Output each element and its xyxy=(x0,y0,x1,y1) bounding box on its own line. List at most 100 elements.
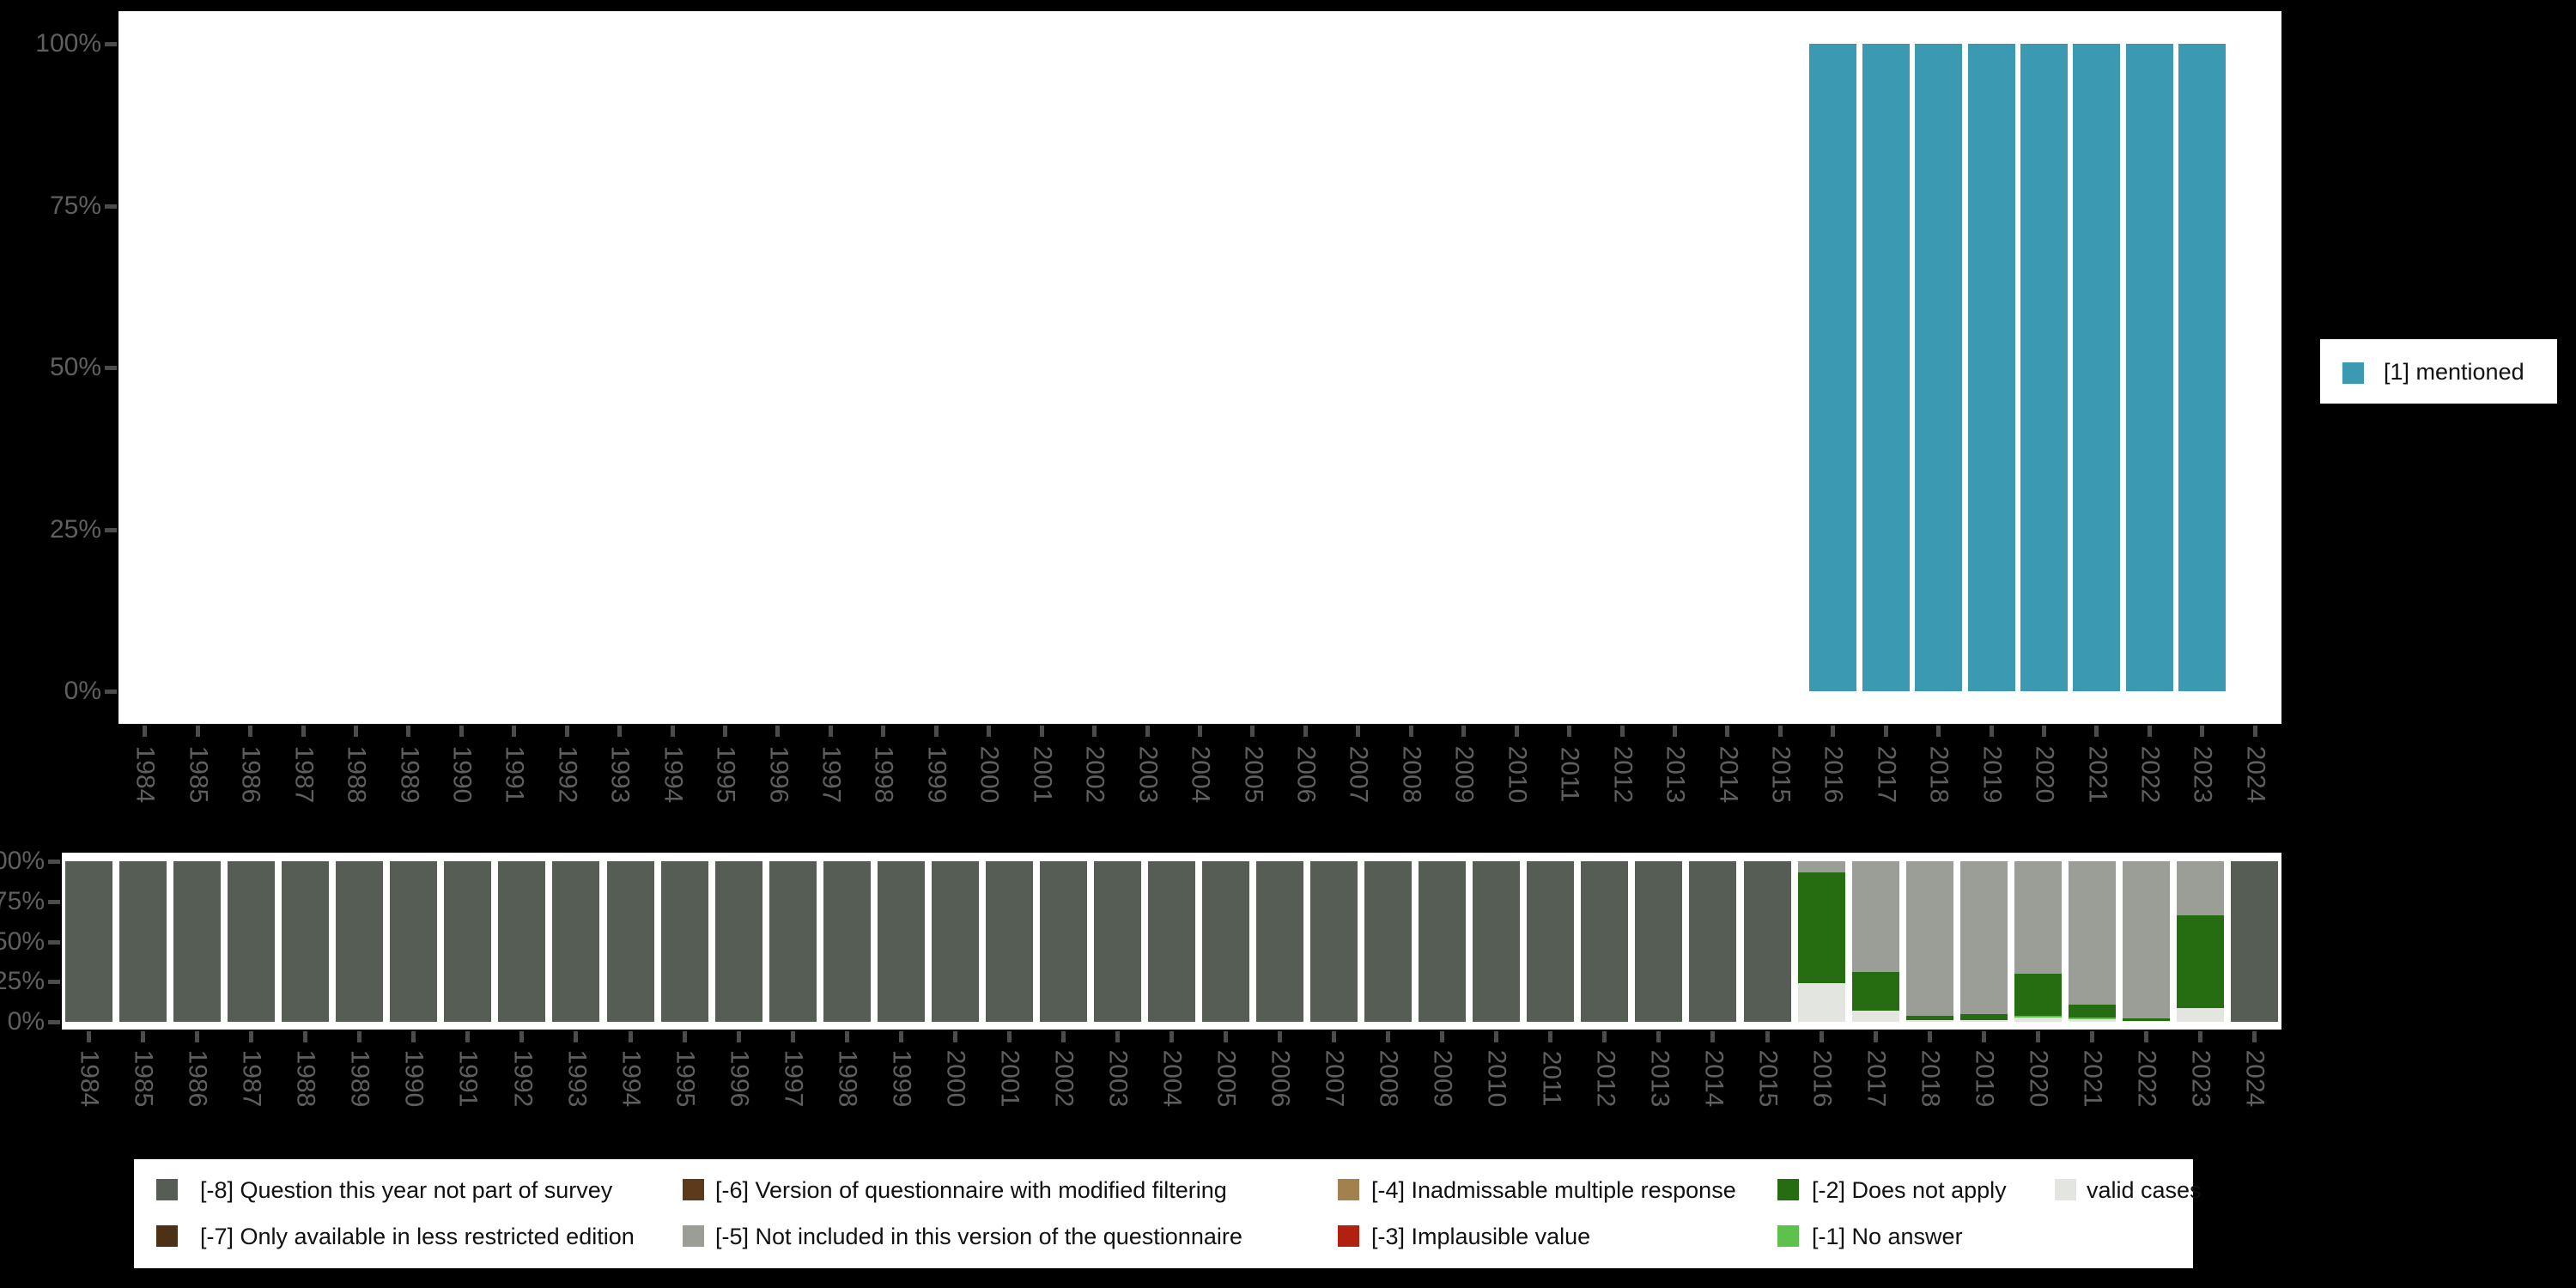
bottom-bar-segment xyxy=(769,861,817,1022)
top-x-tick xyxy=(2094,726,2099,737)
bottom-x-axis-label-text: 2011 xyxy=(1536,1050,1565,1107)
bottom-x-tick xyxy=(1548,1031,1553,1042)
bottom-x-tick xyxy=(1656,1031,1662,1042)
bottom-bar-segment xyxy=(931,861,979,1022)
bottom-x-axis-label-text: 2016 xyxy=(1807,1049,1837,1108)
legend-item-label: [-3] Implausible value xyxy=(1371,1224,1591,1249)
top-x-axis-label-text: 2015 xyxy=(1766,745,1795,804)
bottom-x-tick xyxy=(790,1031,795,1042)
top-x-axis-label-text: 2019 xyxy=(1978,745,2007,804)
top-x-axis-label-text: 1988 xyxy=(342,745,371,804)
top-x-tick xyxy=(1039,726,1044,737)
top-x-axis-label-text: 1985 xyxy=(184,745,213,804)
top-x-axis-label-text: 2000 xyxy=(975,745,1004,804)
bottom-x-tick xyxy=(411,1031,416,1042)
top-x-axis-label: 2024 xyxy=(2221,740,2289,809)
bottom-x-tick xyxy=(1494,1031,1499,1042)
bottom-x-axis-label-text: 2003 xyxy=(1103,1049,1133,1108)
top-x-tick xyxy=(1567,726,1572,737)
bottom-x-axis-label-text: 2022 xyxy=(2132,1049,2161,1108)
top-y-axis-label: 100% xyxy=(35,29,101,58)
top-x-axis-label-text: 2005 xyxy=(1238,745,1267,804)
bottom-x-tick xyxy=(519,1031,525,1042)
top-x-axis-label-text: 1990 xyxy=(447,745,477,804)
bottom-x-tick xyxy=(1981,1031,1986,1042)
top-x-tick xyxy=(2042,726,2047,737)
top-x-tick xyxy=(301,726,306,737)
top-x-axis-label-text: 2024 xyxy=(2241,745,2270,804)
top-x-axis-label-text: 2009 xyxy=(1449,745,1479,804)
top-x-tick xyxy=(1408,726,1413,737)
bottom-x-axis-label-text: 1986 xyxy=(183,1049,212,1108)
bottom-bar-segment xyxy=(2014,1016,2062,1018)
top-x-tick xyxy=(1883,726,1888,737)
bottom-bar-segment xyxy=(65,861,113,1022)
bottom-x-tick xyxy=(1386,1031,1391,1042)
bottom-y-tick xyxy=(48,980,60,985)
bottom-x-axis-label-text: 1987 xyxy=(237,1049,266,1108)
bottom-x-tick xyxy=(1602,1031,1607,1042)
legend-swatch xyxy=(1338,1179,1359,1200)
legend-swatch xyxy=(156,1179,178,1200)
bottom-x-axis-label-text: 2009 xyxy=(1428,1049,1457,1108)
legend-swatch xyxy=(156,1225,178,1247)
top-y-tick xyxy=(105,366,117,370)
top-x-axis-label-text: 1995 xyxy=(711,745,740,804)
bottom-x-tick xyxy=(2035,1031,2040,1042)
bottom-bar-segment xyxy=(2068,1018,2116,1020)
bottom-bar-segment xyxy=(2176,1008,2224,1022)
bottom-x-axis-label-text: 1997 xyxy=(779,1049,808,1108)
bottom-x-tick xyxy=(2089,1031,2094,1042)
bottom-bar-segment xyxy=(2014,1018,2062,1022)
top-x-tick xyxy=(1145,726,1150,737)
bottom-x-axis-label-text: 1988 xyxy=(291,1049,320,1108)
bottom-bar-segment xyxy=(1851,1010,1899,1022)
bottom-x-tick xyxy=(465,1031,471,1042)
mentioned-legend: [1] mentioned xyxy=(2320,339,2557,404)
top-x-axis-label-text: 2012 xyxy=(1608,745,1637,804)
top-x-axis-label-text: 1996 xyxy=(763,745,793,804)
bottom-x-tick xyxy=(1927,1031,1932,1042)
top-x-tick xyxy=(353,726,358,737)
bottom-bar-segment xyxy=(119,861,167,1022)
legend-item-label: [-1] No answer xyxy=(1812,1224,1963,1249)
bottom-x-tick xyxy=(1115,1031,1120,1042)
top-x-axis-label-text: 2018 xyxy=(1924,745,1953,804)
top-x-tick xyxy=(1356,726,1361,737)
bottom-x-tick xyxy=(2143,1031,2148,1042)
bottom-bar-segment xyxy=(282,861,330,1022)
bottom-x-axis-label-text: 2001 xyxy=(995,1049,1024,1108)
top-y-axis-label: 25% xyxy=(49,514,101,544)
top-x-tick xyxy=(1514,726,1519,737)
bottom-bar-segment xyxy=(1851,861,1899,973)
top-x-axis-label-text: 1993 xyxy=(605,745,635,804)
top-x-axis-label-text: 1999 xyxy=(922,745,951,804)
top-x-axis-label-text: 1989 xyxy=(394,745,423,804)
bottom-bar-segment xyxy=(2068,861,2116,1005)
bottom-y-axis-label: 100% xyxy=(0,847,45,875)
bottom-y-tick xyxy=(48,1020,60,1024)
bottom-bar-segment xyxy=(1959,861,2008,1014)
top-x-axis-label-text: 2003 xyxy=(1133,745,1163,804)
bottom-bar-segment xyxy=(2230,861,2278,1022)
mentioned-legend-swatch xyxy=(2342,362,2364,384)
legend-swatch xyxy=(683,1225,704,1247)
bottom-bar-segment xyxy=(336,861,384,1022)
legend-swatch xyxy=(2055,1179,2076,1200)
top-x-axis-label-text: 1984 xyxy=(131,745,160,804)
bottom-bar-segment xyxy=(1473,861,1521,1022)
top-x-axis-label-text: 2020 xyxy=(2030,745,2059,804)
top-x-tick xyxy=(1831,726,1836,737)
bottom-y-axis-label: 0% xyxy=(7,1007,45,1036)
top-x-tick xyxy=(459,726,464,737)
bottom-x-axis-label-text: 2002 xyxy=(1049,1049,1078,1108)
bottom-x-axis-label-text: 2023 xyxy=(2186,1049,2215,1108)
bottom-x-axis-label-text: 1990 xyxy=(399,1049,428,1108)
bottom-bar-segment xyxy=(1851,972,1899,1011)
bottom-x-tick xyxy=(1006,1031,1012,1042)
bottom-x-axis-label-text: 2019 xyxy=(1970,1049,1999,1108)
bottom-bar-segment xyxy=(1959,1020,2008,1022)
bottom-bar-segment xyxy=(1689,861,1737,1022)
top-bar-segment xyxy=(2073,44,2121,691)
